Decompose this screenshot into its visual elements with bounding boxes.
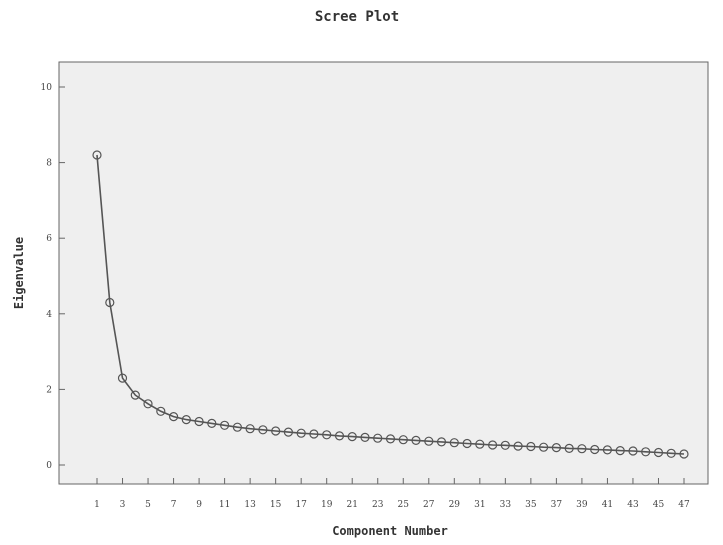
x-tick-label: 21	[346, 500, 357, 510]
data-point	[143, 399, 153, 409]
data-point	[169, 412, 179, 422]
x-tick-label: 7	[171, 500, 177, 510]
x-axis: 1 3 5 7 9 11 13 15 17 19 21 23 25 27 29 31 33 35 37 39 41 43 4…	[94, 478, 690, 510]
x-tick-label: 23	[372, 500, 384, 510]
data-point	[385, 434, 396, 444]
data-point	[258, 425, 268, 435]
data-point	[602, 445, 613, 455]
data-point	[641, 447, 651, 457]
data-point	[220, 420, 230, 430]
data-point	[538, 442, 549, 452]
data-point	[373, 433, 383, 443]
data-point	[500, 440, 510, 450]
x-tick-label: 31	[474, 500, 485, 510]
x-tick-label: 35	[525, 500, 537, 510]
data-point	[156, 406, 166, 416]
x-tick-label: 41	[602, 500, 613, 510]
data-point	[130, 390, 140, 400]
y-axis: 0 2 4 6 8 10	[41, 83, 65, 471]
data-point	[117, 373, 128, 383]
data-point	[436, 437, 447, 447]
x-tick-label: 5	[145, 500, 151, 510]
chart-title: Scree Plot	[315, 9, 399, 25]
data-point	[360, 432, 370, 442]
x-tick-label: 47	[678, 500, 690, 510]
data-point	[411, 435, 421, 445]
x-tick-label: 33	[500, 500, 512, 510]
y-axis-label: Eigenvalue	[12, 237, 26, 309]
x-tick-label: 1	[94, 500, 100, 510]
y-tick-label: 8	[46, 159, 52, 169]
y-tick-label: 4	[46, 310, 52, 320]
y-tick-label: 10	[41, 83, 53, 93]
data-point	[424, 436, 434, 446]
data-point	[398, 435, 408, 445]
x-tick-label: 11	[219, 500, 230, 510]
x-tick-label: 39	[576, 500, 588, 510]
data-point	[653, 447, 664, 458]
data-point	[283, 427, 293, 437]
data-point	[564, 443, 574, 453]
data-point	[679, 449, 689, 459]
data-point	[181, 415, 191, 425]
data-point	[526, 441, 536, 452]
x-tick-label: 25	[398, 500, 410, 510]
data-point	[513, 441, 523, 451]
x-tick-label: 29	[449, 500, 461, 510]
x-tick-label: 37	[551, 500, 563, 510]
data-point	[309, 429, 319, 439]
y-tick-label: 2	[46, 385, 52, 395]
data-point	[296, 428, 306, 438]
data-point	[449, 438, 459, 448]
x-tick-label: 13	[244, 500, 256, 510]
x-tick-label: 19	[321, 500, 333, 510]
x-tick-label: 45	[653, 500, 665, 510]
data-point	[92, 150, 102, 160]
data-point	[666, 448, 676, 458]
data-point	[475, 439, 485, 449]
data-point	[462, 438, 472, 449]
x-tick-label: 3	[120, 500, 126, 510]
data-point	[347, 432, 357, 442]
x-tick-label: 15	[270, 500, 282, 510]
data-point	[590, 444, 600, 455]
y-tick-label: 0	[46, 461, 52, 471]
data-point	[488, 440, 498, 450]
data-point	[551, 443, 562, 453]
data-point	[245, 424, 255, 434]
eigenvalue-points	[92, 150, 689, 459]
x-tick-label: 17	[295, 500, 307, 510]
data-point	[232, 422, 242, 432]
x-tick-label: 43	[627, 500, 639, 510]
x-axis-label: Component Number	[332, 524, 448, 538]
data-point	[194, 416, 204, 427]
data-point	[207, 418, 217, 428]
data-point	[271, 426, 281, 436]
data-point	[322, 430, 332, 440]
x-tick-label: 9	[196, 500, 202, 510]
data-point	[105, 297, 115, 308]
y-tick-label: 6	[46, 234, 52, 244]
data-point	[577, 444, 587, 454]
plot-area	[58, 61, 709, 485]
x-tick-label: 27	[423, 500, 435, 510]
data-point	[628, 446, 638, 456]
data-point	[334, 431, 345, 441]
data-point	[615, 446, 625, 456]
